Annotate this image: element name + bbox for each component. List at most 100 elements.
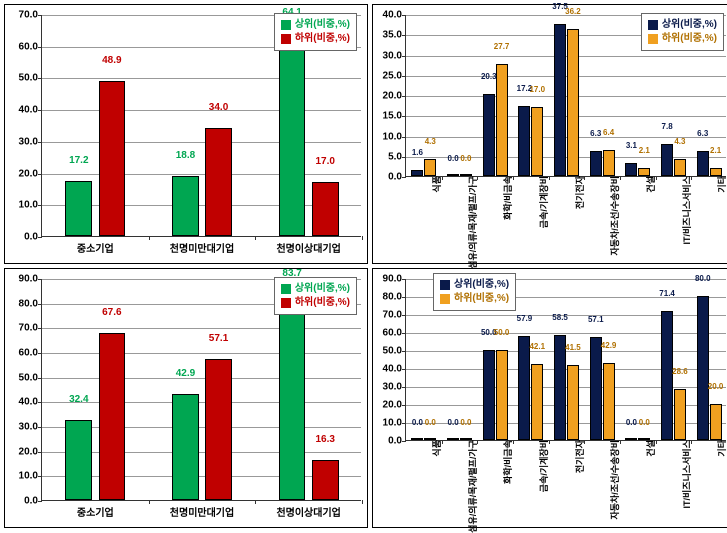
xtick-label: 천명이상대기업	[276, 500, 340, 519]
bar	[483, 350, 495, 440]
bar-value-label: 17.0	[529, 85, 545, 96]
bar	[411, 170, 423, 176]
bar-value-label: 48.9	[102, 55, 121, 68]
ytick-label: 30.0	[19, 136, 42, 147]
chart-panel-bl: 0.010.020.030.040.050.060.070.080.090.0중…	[4, 268, 368, 528]
ytick-label: 60.0	[19, 348, 42, 359]
xtick-text: 화학/비금속	[501, 440, 514, 484]
xtick-text: 전기전자	[573, 440, 586, 473]
bar-value-label: 57.9	[517, 314, 533, 325]
bar	[460, 174, 472, 176]
bar	[531, 107, 543, 176]
bar-value-label: 27.7	[494, 42, 510, 53]
bar	[447, 174, 459, 176]
ytick-label: 70.0	[19, 323, 42, 334]
legend: 상위(비중,%)하위(비중,%)	[641, 13, 724, 51]
bar	[312, 182, 339, 236]
bar	[411, 438, 423, 440]
ytick-label: 0.0	[24, 496, 42, 507]
xtick-label: 섬유/의류/목재/펄프/가구	[460, 394, 475, 487]
legend-label: 상위(비중,%)	[295, 18, 350, 32]
ytick-label: 40.0	[383, 364, 406, 375]
bar	[205, 128, 232, 236]
bar	[496, 64, 508, 176]
bar-value-label: 34.0	[209, 102, 228, 115]
bar-value-label: 50.0	[494, 328, 510, 339]
legend-item: 상위(비중,%)	[281, 282, 350, 296]
ytick-label: 0.0	[388, 172, 406, 183]
legend-item: 하위(비중,%)	[648, 32, 717, 46]
ytick-label: 90.0	[19, 274, 42, 285]
bar-value-label: 0.0	[460, 418, 471, 429]
xtick-text: 식품	[430, 176, 443, 193]
bar	[65, 420, 92, 500]
bar-value-label: 41.5	[565, 343, 581, 354]
bar	[603, 150, 615, 176]
bar	[567, 29, 579, 176]
bar-value-label: 17.2	[69, 155, 88, 168]
ytick-label: 20.0	[383, 400, 406, 411]
bar-value-label: 0.0	[448, 418, 459, 429]
bar	[205, 359, 232, 500]
legend-swatch	[281, 34, 291, 44]
bar-value-label: 36.2	[565, 7, 581, 18]
bar	[447, 438, 459, 440]
bar	[424, 159, 436, 176]
bar	[567, 365, 579, 440]
xtick-label: 식품	[424, 432, 439, 449]
xtick-label: 섬유/의류/목재/펄프/가구	[460, 130, 475, 223]
ytick-label: 25.0	[383, 70, 406, 81]
bar	[638, 438, 650, 440]
gridline	[42, 378, 361, 379]
bar-value-label: 7.8	[662, 122, 673, 133]
bar-value-label: 2.1	[710, 146, 721, 157]
legend-label: 하위(비중,%)	[295, 296, 350, 310]
bar	[312, 460, 339, 500]
ytick-label: 20.0	[19, 168, 42, 179]
legend-label: 상위(비중,%)	[454, 278, 509, 292]
xtick-label: 천명미만대기업	[170, 500, 234, 519]
chart-panel-br: 0.010.020.030.040.050.060.070.080.090.0식…	[372, 268, 727, 528]
ytick-label: 50.0	[383, 346, 406, 357]
bar	[603, 363, 615, 440]
bar-value-label: 0.0	[425, 418, 436, 429]
ytick-label: 10.0	[19, 471, 42, 482]
ytick-label: 50.0	[19, 73, 42, 84]
gridline	[42, 328, 361, 329]
bar	[531, 364, 543, 440]
chart-panel-tl: 0.010.020.030.040.050.060.070.0중소기업17.24…	[4, 4, 368, 264]
ytick-label: 80.0	[383, 292, 406, 303]
gridline	[42, 110, 361, 111]
bar-value-label: 28.6	[672, 367, 688, 378]
ytick-label: 40.0	[383, 10, 406, 21]
legend-label: 하위(비중,%)	[454, 292, 509, 306]
legend-item: 하위(비중,%)	[440, 292, 509, 306]
bar-value-label: 32.4	[69, 394, 88, 407]
ytick-label: 15.0	[383, 111, 406, 122]
xtick-text: 기타	[715, 176, 727, 193]
bar-value-label: 18.8	[176, 150, 195, 163]
ytick-label: 50.0	[19, 372, 42, 383]
xtick-label: 건설	[638, 432, 653, 449]
bar	[625, 163, 637, 176]
bar	[674, 159, 686, 176]
ytick-label: 10.0	[383, 418, 406, 429]
bar	[99, 333, 126, 500]
xtick-text: 기타	[715, 440, 727, 457]
legend: 상위(비중,%)하위(비중,%)	[433, 273, 516, 311]
ytick-label: 60.0	[19, 41, 42, 52]
bar	[697, 296, 709, 440]
xtick-text: 자동차/조선/수송장비	[608, 176, 621, 256]
ytick-label: 20.0	[19, 446, 42, 457]
xtick-text: 섬유/의류/목재/펄프/가구	[466, 440, 479, 533]
xtick-text: IT/비즈니스서비스	[680, 176, 693, 244]
bar	[172, 176, 199, 236]
ytick-label: 70.0	[383, 310, 406, 321]
ytick-label: 40.0	[19, 105, 42, 116]
legend: 상위(비중,%)하위(비중,%)	[274, 277, 357, 315]
legend-label: 상위(비중,%)	[662, 18, 717, 32]
legend-swatch	[648, 34, 658, 44]
bar	[661, 144, 673, 176]
ytick-label: 0.0	[388, 436, 406, 447]
legend-swatch	[281, 20, 291, 30]
